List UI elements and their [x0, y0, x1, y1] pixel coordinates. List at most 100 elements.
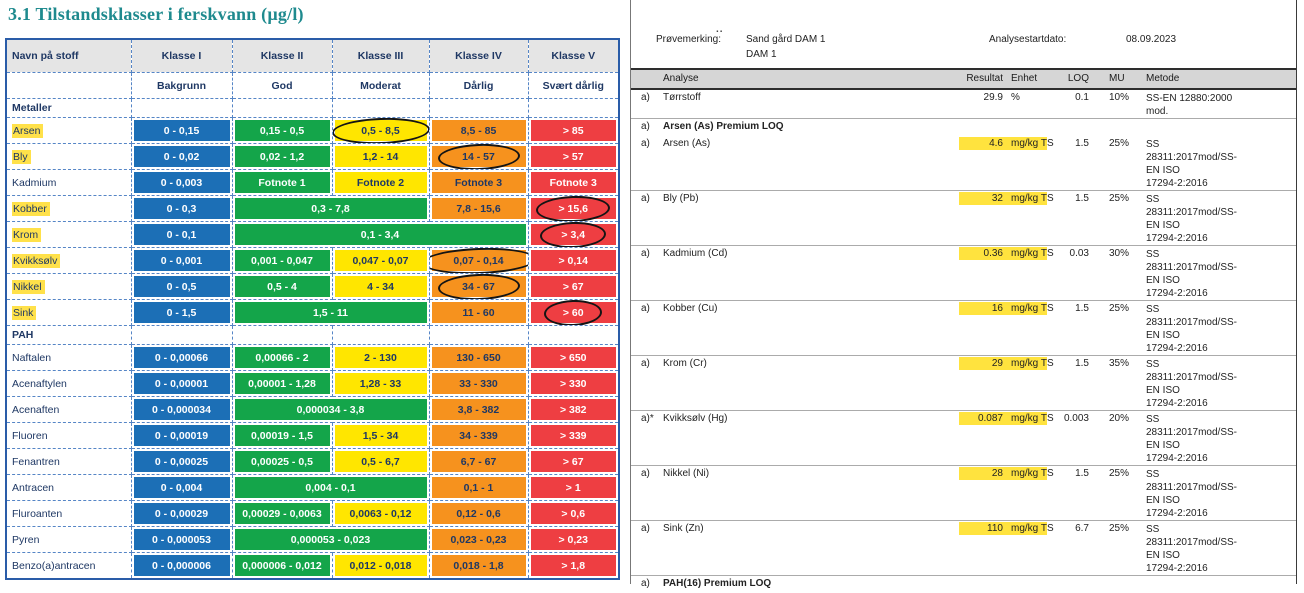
class-range-cell: 0,023 - 0,23 [428, 526, 529, 553]
column-header: Klasse V [527, 38, 620, 73]
section-title: Metaller [5, 98, 132, 118]
column-header: Navn på stoff [5, 38, 132, 73]
method-line: EN ISO [1146, 495, 1180, 506]
empty-cell [428, 325, 529, 345]
hand-drawn-circle [437, 144, 520, 169]
class-range-cell: 0 - 0,00025 [130, 448, 233, 475]
class-range-cell: > 67 [527, 273, 620, 300]
analysis-row: a) Sink (Zn) 110 mg/kg TS 6.7 25% SS 28311:2017… [631, 521, 1296, 576]
class-range-cell: 0 - 0,02 [130, 143, 233, 170]
class-range-cell: 0 - 0,3 [130, 195, 233, 222]
substance-name-cell: Acenaften [5, 396, 132, 423]
class-range-cell: 14 - 57 [428, 143, 529, 170]
class-range-cell: Fotnote 3 [428, 169, 529, 196]
method-line: EN ISO [1146, 440, 1180, 451]
analysis-section-row: a) Arsen (As) Premium LOQ [631, 119, 1296, 136]
classification-table: Navn på stoff Klasse I Klasse II Klasse III… [5, 38, 620, 580]
row-prefix: a) [641, 523, 650, 534]
table-row: Kadmium 0 - 0,003 Fotnote 1 Fotnote 2 Fotnot… [5, 169, 620, 196]
column-loq: LOQ [1067, 73, 1089, 84]
section-title: PAH [5, 325, 132, 345]
result-value: 29 [991, 358, 1003, 369]
unit-value: % [1011, 92, 1020, 103]
analysis-row: a) Bly (Pb) 32 mg/kg TS 1.5 25% SS 28311:2017mo… [631, 191, 1296, 246]
class-range-cell: 6,7 - 67 [428, 448, 529, 475]
method-line: SS [1146, 359, 1160, 370]
result-highlight [959, 412, 1047, 425]
analysis-name: Sink (Zn) [663, 523, 704, 534]
highlighted-substance-name: Kobber [12, 201, 50, 216]
result-highlight [959, 522, 1047, 535]
hand-drawn-circle [539, 222, 607, 247]
column-enhet: Enhet [1011, 73, 1038, 84]
row-prefix: a) [641, 193, 650, 204]
section-header-row: PAH [5, 325, 620, 345]
class-range-cell: 0,004 - 0,1 [231, 474, 430, 501]
analysis-row: a) Arsen (As) 4.6 mg/kg TS 1.5 25% SS 28311:201… [631, 136, 1296, 191]
class-range-cell: 0,00019 - 1,5 [231, 422, 333, 449]
method-line: SS [1146, 414, 1160, 425]
lab-report-page: .. Prøvemerking: Sand gård DAM 1 DAM 1 A… [630, 0, 1297, 589]
class-range-cell: 0,3 - 7,8 [231, 195, 430, 222]
mu-value: 25% [1109, 468, 1130, 479]
class-range-cell: 0,018 - 1,8 [428, 552, 529, 580]
column-analyse: Analyse [663, 73, 699, 84]
method-text: SS-EN 12880:2000 mod. [1146, 92, 1291, 118]
row-prefix: a)* [641, 413, 654, 424]
method-line: SS [1146, 524, 1160, 535]
mu-value: 10% [1109, 92, 1130, 103]
method-text: SS 28311:2017mod/SS- EN ISO 17294-2:2016 [1146, 413, 1291, 465]
table-row: Benzo(a)antracen 0 - 0,000006 0,000006 - 0… [5, 552, 620, 580]
class-description-header: Moderat [331, 72, 430, 99]
table-row: Pyren 0 - 0,000053 0,000053 - 0,023 0,023 -… [5, 526, 620, 553]
sample-value-line1: Sand gård DAM 1 [746, 34, 826, 45]
result-highlight [959, 247, 1047, 260]
method-line: 17294-2:2016 [1146, 398, 1208, 409]
method-line: SS [1146, 469, 1160, 480]
hand-drawn-circle [535, 196, 611, 221]
table-row: Kobber 0 - 0,3 0,3 - 7,8 7,8 - 15,6 > 15,6 [5, 195, 620, 222]
substance-name-cell: Naftalen [5, 344, 132, 371]
substance-name-cell: Fluroanten [5, 500, 132, 527]
mu-value: 25% [1109, 138, 1130, 149]
empty-cell [331, 325, 430, 345]
class-range-cell: 0,000053 - 0,023 [231, 526, 430, 553]
analysis-name: Kobber (Cu) [663, 303, 718, 314]
table-row: Sink 0 - 1,5 1,5 - 11 11 - 60 > 60 [5, 299, 620, 326]
loq-value: 1.5 [1075, 303, 1089, 314]
class-range-cell: 0 - 0,000034 [130, 396, 233, 423]
column-header: Klasse III [331, 38, 430, 73]
class-description-header [5, 72, 132, 99]
substance-name-cell: Kvikksølv [5, 247, 132, 274]
class-range-cell: > 382 [527, 396, 620, 423]
class-range-cell: 0,5 - 4 [231, 273, 333, 300]
method-line: EN ISO [1146, 385, 1180, 396]
empty-cell [231, 98, 333, 118]
class-range-cell: > 67 [527, 448, 620, 475]
class-range-cell: 0 - 0,00029 [130, 500, 233, 527]
method-line: 28311:2017mod/SS- [1146, 262, 1237, 273]
class-range-cell: 0 - 0,00066 [130, 344, 233, 371]
highlighted-substance-name: Arsen [12, 123, 44, 138]
method-line: SS-EN 12880:2000 [1146, 93, 1233, 104]
analysis-name: Kadmium (Cd) [663, 248, 728, 259]
table-row: Fluoren 0 - 0,00019 0,00019 - 1,5 1,5 - 34 3… [5, 422, 620, 449]
analysis-row: a)* Kvikksølv (Hg) 0.087 mg/kg TS 0.003 20% SS… [631, 411, 1296, 466]
class-range-cell: 1,5 - 11 [231, 299, 430, 326]
page-title: 3.1 Tilstandsklasser i ferskvann (µg/l) [8, 4, 304, 24]
class-range-cell: 0 - 0,000053 [130, 526, 233, 553]
result-value: 16 [991, 303, 1003, 314]
class-range-cell: 33 - 330 [428, 370, 529, 397]
analysis-name: Nikkel (Ni) [663, 468, 710, 479]
method-line: SS [1146, 304, 1160, 315]
highlighted-substance-name: Bly [12, 149, 31, 164]
class-range-cell: 0,001 - 0,047 [231, 247, 333, 274]
result-value: 32 [991, 193, 1003, 204]
empty-cell [527, 98, 620, 118]
method-line: SS [1146, 249, 1160, 260]
mu-value: 30% [1109, 248, 1130, 259]
analysis-row: a) Kobber (Cu) 16 mg/kg TS 1.5 25% SS 28311:201… [631, 301, 1296, 356]
substance-name-cell: Sink [5, 299, 132, 326]
unit-value: mg/kg TS [1011, 138, 1054, 149]
